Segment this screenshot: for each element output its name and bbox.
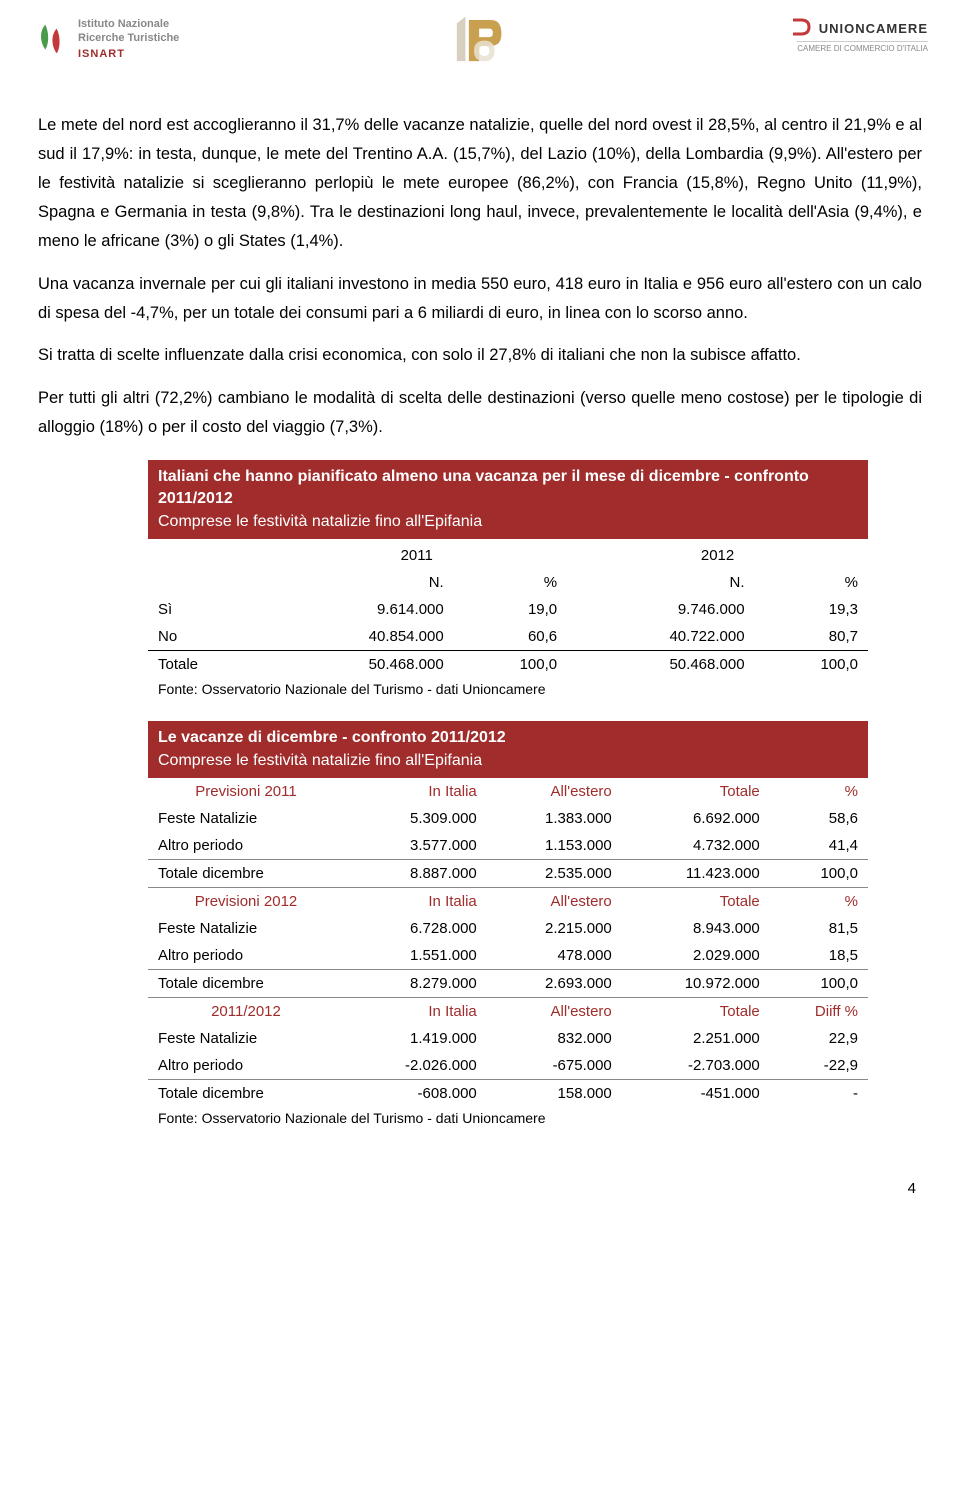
paragraph-2: Una vacanza invernale per cui gli italia… [38,270,922,328]
table-row: No 40.854.000 60,6 40.722.000 80,7 [148,623,868,651]
table-1-title: Italiani che hanno pianificato almeno un… [148,460,868,511]
col-n: N. [266,569,453,596]
table-1: Italiani che hanno pianificato almeno un… [148,460,868,697]
table-row: Feste Natalizie 6.728.000 2.215.000 8.94… [148,915,868,942]
table-1-subtitle: Comprese le festività natalizie fino all… [148,511,868,539]
page-number: 4 [0,1170,960,1217]
table-1-grid: 2011 2012 N. % N. % Sì 9.614.000 19,0 9.… [148,539,868,678]
table-row: Totale dicembre 8.887.000 2.535.000 11.4… [148,859,868,887]
table-row: 2011/2012 In Italia All'estero Totale Di… [148,997,868,1025]
col-n: N. [567,569,754,596]
paragraph-1: Le mete del nord est accoglieranno il 31… [38,111,922,255]
logo-isnart: Istituto Nazionale Ricerche Turistiche I… [32,18,179,61]
col-pct: % [755,569,868,596]
table-2-title: Le vacanze di dicembre - confronto 2011/… [148,721,868,751]
table-row: Totale 50.468.000 100,0 50.468.000 100,0 [148,650,868,678]
paragraph-4: Per tutti gli altri (72,2%) cambiano le … [38,384,922,442]
table-2-subtitle: Comprese le festività natalizie fino all… [148,750,868,778]
table-2-grid: Previsioni 2011 In Italia All'estero Tot… [148,778,868,1107]
unioncamere-brand: UNIONCAMERE [789,18,928,39]
org-line1: Istituto Nazionale [78,18,179,32]
table-row: Altro periodo 3.577.000 1.153.000 4.732.… [148,832,868,860]
table-row: Sì 9.614.000 19,0 9.746.000 19,3 [148,596,868,623]
year-2: 2012 [567,539,868,569]
page-header: Istituto Nazionale Ricerche Turistiche I… [0,0,960,71]
table-row: 2011 2012 [148,539,868,569]
logo-unioncamere: UNIONCAMERE CAMERE DI COMMERCIO D'ITALIA [789,18,928,53]
unioncamere-icon [789,18,813,39]
table-1-source: Fonte: Osservatorio Nazionale del Turism… [148,678,868,697]
table-row: Previsioni 2011 In Italia All'estero Tot… [148,778,868,805]
year-1: 2011 [266,539,567,569]
table-2: Le vacanze di dicembre - confronto 2011/… [148,721,868,1126]
paragraph-3: Si tratta di scelte influenzate dalla cr… [38,341,922,370]
isnart-brand: ISNART [78,48,179,62]
table-2-source: Fonte: Osservatorio Nazionale del Turism… [148,1107,868,1126]
table-row: Altro periodo -2.026.000 -675.000 -2.703… [148,1052,868,1080]
table-row: Feste Natalizie 1.419.000 832.000 2.251.… [148,1025,868,1052]
table-row: N. % N. % [148,569,868,596]
isnart-text: Istituto Nazionale Ricerche Turistiche I… [78,18,179,61]
table-row: Totale dicembre -608.000 158.000 -451.00… [148,1079,868,1107]
page-content: Le mete del nord est accoglieranno il 31… [0,71,960,1170]
table-row: Totale dicembre 8.279.000 2.693.000 10.9… [148,969,868,997]
isnart-icon [32,21,70,59]
table-row: Previsioni 2012 In Italia All'estero Tot… [148,887,868,915]
table-row: Altro periodo 1.551.000 478.000 2.029.00… [148,942,868,970]
table-row: Feste Natalizie 5.309.000 1.383.000 6.69… [148,805,868,832]
logo-150-icon [450,8,510,73]
unioncamere-sub: CAMERE DI COMMERCIO D'ITALIA [797,41,928,53]
col-pct: % [454,569,567,596]
org-line2: Ricerche Turistiche [78,32,179,46]
